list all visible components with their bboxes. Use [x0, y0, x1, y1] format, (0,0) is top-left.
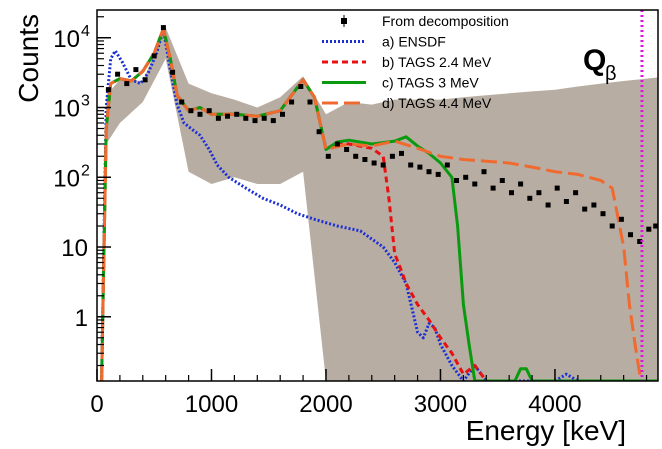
data-point: [527, 195, 533, 201]
data-point: [151, 53, 157, 59]
y-tick-label: 10: [53, 26, 80, 53]
legend-label: b) TAGS 2.4 MeV: [382, 54, 492, 70]
legend-label: From decomposition: [382, 13, 509, 29]
data-point: [545, 202, 551, 208]
data-point: [325, 153, 331, 159]
data-point: [115, 71, 121, 77]
data-point: [197, 111, 203, 117]
data-point: [188, 108, 194, 114]
legend-label: d) TAGS 4.4 MeV: [382, 95, 492, 111]
data-point: [618, 216, 624, 222]
x-axis: 0 1000 2000 3000 4000: [90, 369, 648, 418]
plot-frame: [96, 9, 659, 382]
y-axis-title: Counts: [13, 14, 44, 103]
x-tick-label: 1000: [185, 391, 238, 418]
q-beta-symbol: Q: [583, 44, 606, 77]
x-tick-label: 4000: [528, 391, 581, 418]
data-point: [105, 87, 111, 93]
data-point: [472, 181, 478, 187]
series-line-c-tags-3-mev: [100, 27, 658, 381]
data-point: [509, 190, 514, 196]
y-tick-exponent: 4: [81, 23, 90, 40]
data-point: [646, 226, 652, 232]
data-point: [289, 99, 295, 105]
series-line-a-ensdf: [100, 28, 579, 381]
y-tick-label: 10: [53, 96, 80, 123]
legend-label: a) ENSDF: [382, 34, 446, 50]
data-point: [380, 162, 386, 168]
data-point: [298, 84, 304, 89]
data-point: [234, 111, 240, 117]
data-point: [573, 190, 579, 196]
data-point: [225, 113, 230, 119]
data-point: [270, 118, 276, 124]
legend-marker: [341, 18, 347, 24]
data-point: [142, 77, 148, 83]
data-point: [653, 223, 658, 229]
data-point: [353, 153, 359, 159]
data-point: [399, 150, 404, 156]
points-layer: [105, 25, 658, 244]
data-point: [344, 147, 350, 152]
data-point: [389, 153, 395, 159]
data-point: [408, 162, 414, 168]
data-point: [481, 169, 487, 175]
data-point: [261, 115, 267, 121]
data-point: [637, 239, 643, 244]
data-point: [444, 162, 450, 168]
data-point: [371, 160, 377, 166]
data-point: [554, 185, 560, 191]
legend-label: c) TAGS 3 MeV: [382, 75, 479, 91]
data-point: [600, 211, 606, 217]
data-point: [536, 190, 542, 196]
data-point: [628, 232, 633, 238]
y-tick-label: 10: [53, 165, 80, 192]
data-point: [463, 174, 469, 180]
q-beta-subscript: β: [605, 63, 617, 85]
y-tick-exponent: 3: [81, 93, 90, 110]
data-point: [334, 141, 340, 147]
data-point: [124, 81, 130, 87]
data-point: [609, 223, 615, 229]
legend: From decomposition a) ENSDF b) TAGS 2.4 Me…: [322, 13, 509, 111]
x-axis-title: Energy [keV]: [466, 415, 626, 446]
data-point: [133, 67, 139, 73]
data-point: [563, 199, 569, 204]
data-point: [591, 202, 597, 208]
x-tick-label: 2000: [299, 391, 352, 418]
data-point: [426, 169, 432, 175]
data-point: [160, 25, 166, 31]
x-tick-label: 3000: [414, 391, 467, 418]
q-beta-label: Q β: [583, 44, 617, 85]
data-point: [170, 69, 176, 75]
data-point: [179, 99, 185, 105]
data-point: [243, 115, 249, 121]
data-point: [280, 111, 285, 117]
data-point: [417, 164, 423, 170]
data-point: [215, 115, 221, 121]
data-point: [582, 206, 588, 212]
data-point: [435, 171, 441, 177]
data-point: [252, 118, 258, 124]
y-tick-label: 10: [61, 235, 88, 262]
data-point: [490, 185, 496, 191]
y-tick-exponent: 2: [81, 162, 90, 179]
y-tick-label: 1: [75, 305, 88, 332]
data-point: [316, 129, 322, 135]
data-point: [499, 178, 505, 183]
data-point: [206, 108, 212, 114]
data-point: [518, 181, 524, 187]
data-point: [307, 99, 313, 105]
data-point: [362, 157, 368, 162]
data-point: [454, 178, 459, 183]
x-tick-label: 0: [90, 391, 103, 418]
